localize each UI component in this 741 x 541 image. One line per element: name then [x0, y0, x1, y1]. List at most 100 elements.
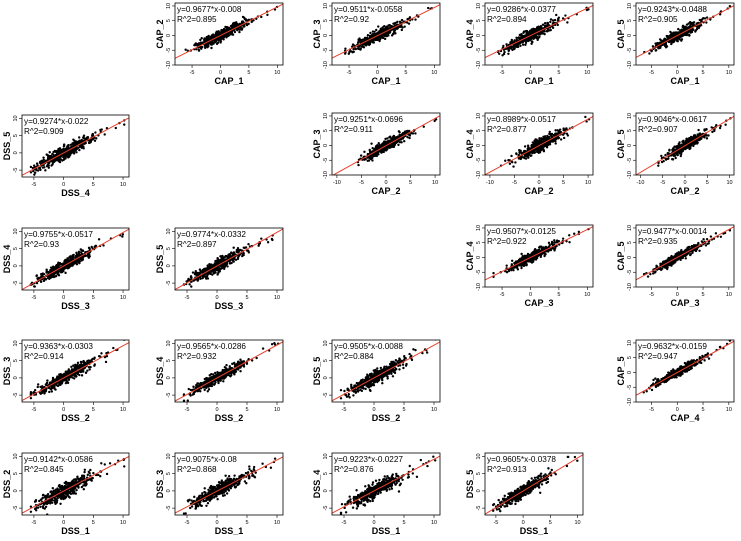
regression-equation: y=0.9511*x-0.0558 — [334, 5, 403, 14]
x-tick-label: -5 — [649, 70, 654, 76]
scatter-point — [554, 129, 557, 132]
scatter-point — [381, 36, 385, 40]
scatter-point — [384, 28, 387, 31]
scatter-point — [72, 141, 76, 145]
scatter-point — [273, 8, 277, 11]
scatter-point — [354, 47, 357, 51]
scatter-point — [80, 248, 83, 252]
scatter-point — [533, 139, 536, 142]
scatter-point — [73, 139, 76, 143]
scatter-point — [388, 23, 392, 27]
scatter-point — [518, 42, 521, 45]
scatter-point — [553, 134, 556, 137]
scatter-point — [542, 135, 545, 139]
regression-line — [485, 115, 593, 175]
y-tick-label: 10 — [166, 3, 172, 9]
point-cloud — [184, 5, 279, 52]
scatter-point — [45, 268, 48, 271]
scatter-point — [530, 146, 534, 149]
scatter-point — [212, 272, 216, 275]
scatter-point — [79, 251, 83, 254]
scatter-point — [236, 246, 240, 250]
scatter-point — [206, 37, 209, 40]
scatter-point — [72, 253, 75, 257]
scatter-point — [516, 268, 520, 271]
scatter-point — [97, 238, 101, 241]
scatter-point — [242, 253, 245, 257]
scatter-point — [244, 19, 248, 22]
scatter-point — [185, 280, 188, 283]
scatter-point — [414, 132, 417, 135]
scatter-point — [370, 150, 373, 154]
scatter-point — [190, 285, 193, 288]
scatter-point — [564, 14, 567, 17]
regression-line — [175, 3, 283, 59]
y-tick-label: 10 — [627, 113, 633, 119]
scatter-point — [688, 137, 691, 140]
scatter-point — [510, 38, 513, 42]
scatter-point — [35, 281, 39, 285]
scatter-point — [505, 264, 508, 267]
scatter-point — [528, 258, 532, 261]
scatter-point — [365, 42, 368, 45]
scatter-point — [502, 44, 505, 48]
scatter-point — [388, 136, 391, 139]
scatter-point — [39, 280, 43, 283]
scatter-point — [217, 36, 221, 40]
scatter-point — [220, 265, 224, 269]
scatter-point — [195, 48, 198, 51]
x-tick-label: 0 — [537, 180, 540, 186]
scatter-point — [81, 146, 84, 149]
point-cloud — [356, 118, 438, 167]
scatter-point — [66, 152, 69, 155]
scatter-point — [515, 36, 518, 40]
scatter-point — [373, 30, 376, 33]
scatter-point — [537, 32, 540, 35]
x-tick-label: 10 — [274, 295, 280, 301]
scatter-point — [78, 148, 81, 152]
scatter-point — [198, 42, 202, 45]
scatter-point — [533, 143, 536, 146]
scatter-point — [680, 38, 684, 41]
scatter-point — [247, 22, 250, 26]
scatter-point — [679, 154, 683, 158]
scatter-point — [215, 42, 219, 46]
scatter-point — [403, 139, 406, 143]
scatter-point — [46, 154, 50, 157]
scatter-point — [707, 134, 710, 137]
scatter-point — [664, 153, 667, 157]
scatter-point — [410, 132, 413, 135]
y-tick-label: 10 — [13, 115, 19, 121]
scatter-point — [662, 39, 665, 42]
scatter-point — [368, 42, 372, 46]
scatter-point — [406, 17, 409, 21]
scatter-point — [32, 164, 36, 167]
x-tick-label: -10 — [486, 180, 494, 186]
y-tick-label: 5 — [476, 129, 482, 132]
scatter-point — [522, 156, 525, 159]
scatter-point — [39, 168, 42, 172]
r-squared-label: R^2=0.877 — [487, 125, 527, 134]
scatter-point — [390, 34, 394, 37]
scatter-point — [67, 146, 70, 150]
scatter-point — [393, 29, 397, 32]
scatter-point — [244, 246, 248, 249]
scatter-point — [197, 49, 201, 52]
y-tick-label: 5 — [323, 129, 329, 132]
scatter-point — [403, 130, 407, 134]
x-axis-label: CAP_1 — [670, 76, 699, 86]
scatter-point — [565, 240, 568, 243]
scatter-point — [502, 52, 506, 56]
scatter-point — [514, 266, 518, 269]
scatter-point — [659, 44, 662, 48]
y-tick-label: 5 — [476, 19, 482, 22]
y-tick-label: -5 — [166, 281, 172, 286]
scatter-point — [516, 45, 520, 49]
y-tick-label: -5 — [476, 270, 482, 275]
scatter-point — [515, 152, 518, 155]
scatter-point — [394, 32, 397, 35]
y-tick-label: -5 — [13, 168, 19, 173]
scatter-point — [520, 266, 523, 270]
scatter-point — [400, 28, 404, 32]
scatter-point — [533, 28, 537, 32]
